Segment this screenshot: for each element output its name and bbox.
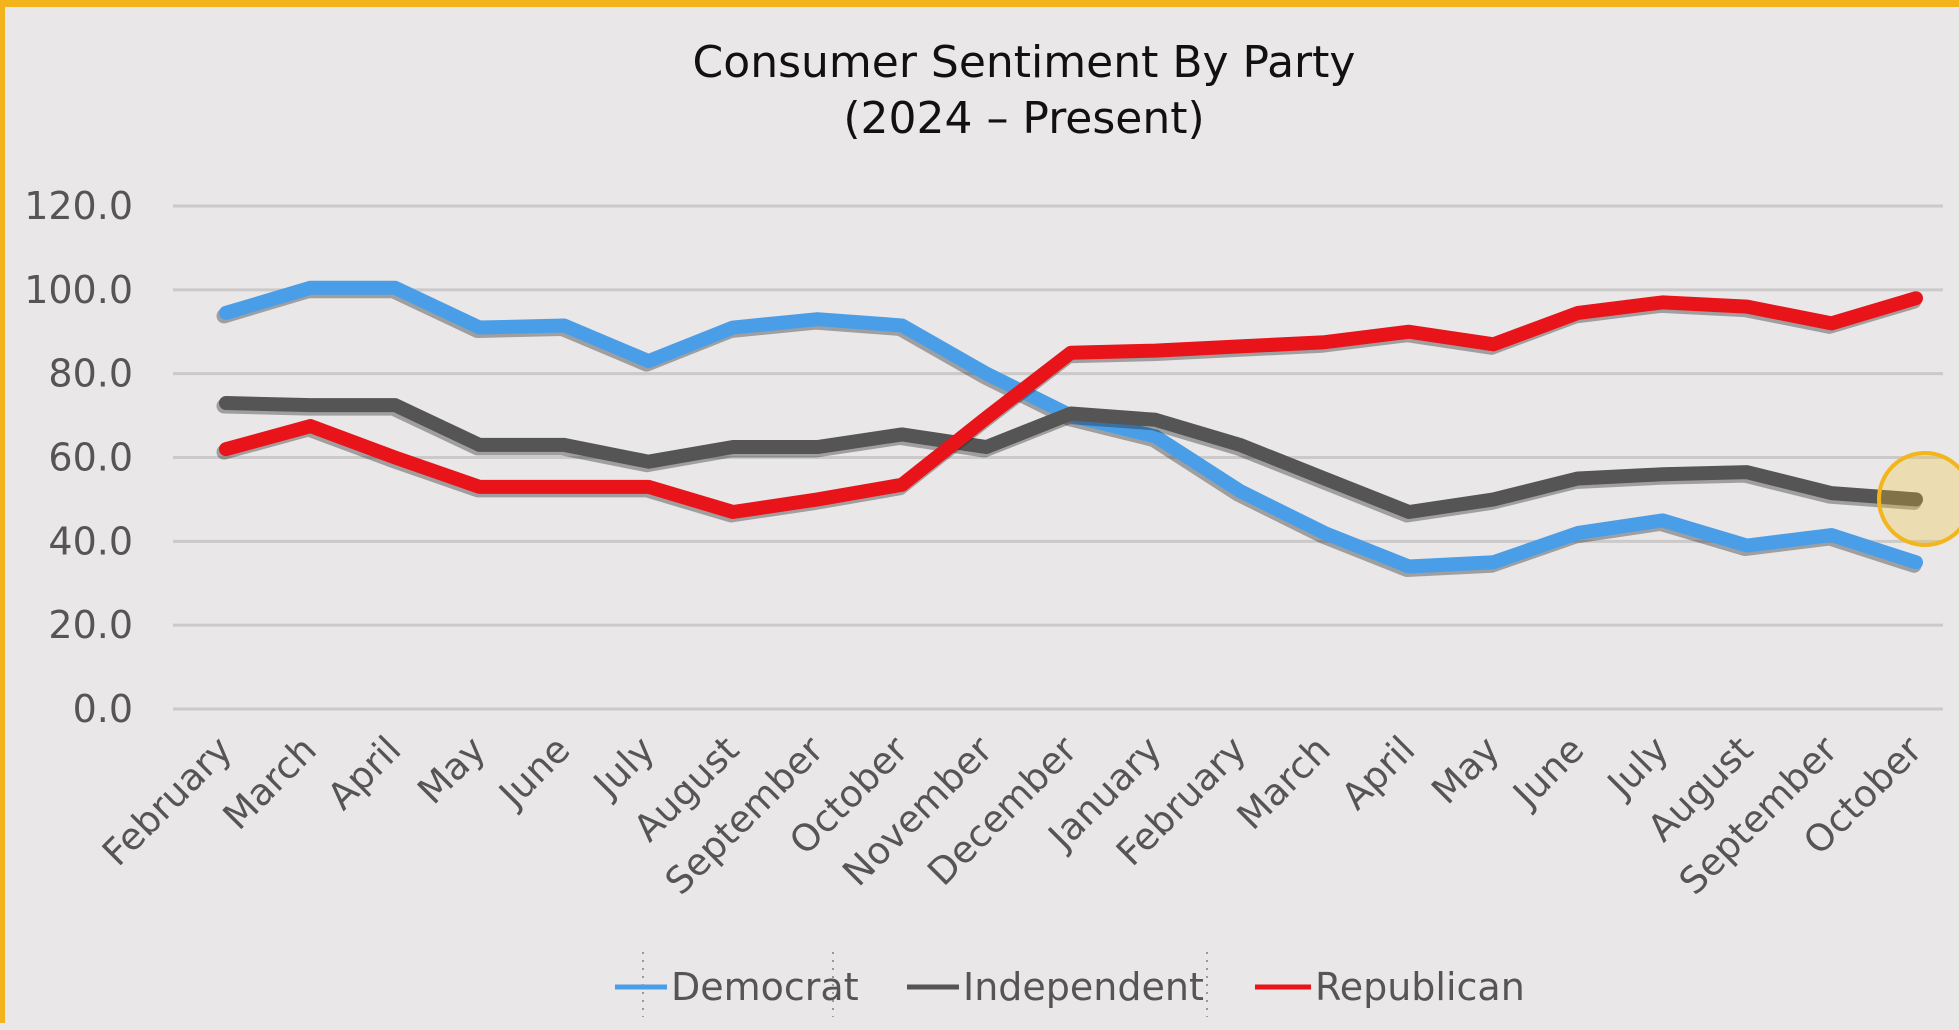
series-line bbox=[219, 396, 1923, 519]
y-tick-label: 120.0 bbox=[24, 184, 133, 228]
series-shadow bbox=[216, 398, 1922, 523]
series-democrat bbox=[216, 280, 1923, 577]
series-line bbox=[219, 280, 1923, 574]
x-tick-label: February bbox=[94, 728, 240, 874]
legend-label: Republican bbox=[1315, 965, 1525, 1009]
y-tick-label: 100.0 bbox=[24, 268, 133, 312]
legend-item-independent: Independent bbox=[907, 965, 1204, 1009]
x-tick-label: June bbox=[1504, 728, 1593, 817]
series-independent bbox=[216, 396, 1923, 523]
highlight-circle-icon bbox=[1877, 451, 1959, 547]
y-tick-label: 20.0 bbox=[48, 603, 133, 647]
legend-item-republican: Republican bbox=[1255, 965, 1525, 1009]
annotation bbox=[1877, 451, 1959, 547]
chart-title: Consumer Sentiment By Party bbox=[693, 37, 1356, 88]
legend-item-democrat: Democrat bbox=[615, 965, 859, 1009]
x-tick-label: May bbox=[409, 728, 493, 812]
x-tick-label: April bbox=[1333, 728, 1423, 818]
highlight-glow bbox=[1877, 451, 1959, 547]
line-chart: Consumer Sentiment By Party (2024 – Pres… bbox=[24, 37, 1959, 1017]
series-lines bbox=[216, 280, 1923, 577]
legend-label: Democrat bbox=[671, 965, 859, 1009]
y-tick-label: 40.0 bbox=[48, 519, 133, 563]
x-tick-label: June bbox=[490, 728, 579, 817]
chart-subtitle: (2024 – Present) bbox=[843, 93, 1204, 144]
y-tick-label: 80.0 bbox=[48, 352, 133, 396]
legend: Democrat Independent Republican bbox=[615, 952, 1525, 1017]
x-tick-label: April bbox=[319, 728, 409, 818]
gridlines bbox=[173, 204, 1943, 711]
y-tick-label: 60.0 bbox=[48, 436, 133, 480]
y-axis-ticks: 0.0 20.0 40.0 60.0 80.0 100.0 120.0 bbox=[24, 184, 133, 731]
x-tick-label: May bbox=[1423, 728, 1507, 812]
x-tick-label: March bbox=[1229, 728, 1339, 838]
y-tick-label: 0.0 bbox=[73, 687, 133, 731]
series-line bbox=[219, 291, 1923, 519]
x-tick-label: March bbox=[215, 728, 325, 838]
series-republican bbox=[216, 291, 1923, 523]
legend-label: Independent bbox=[963, 965, 1204, 1009]
